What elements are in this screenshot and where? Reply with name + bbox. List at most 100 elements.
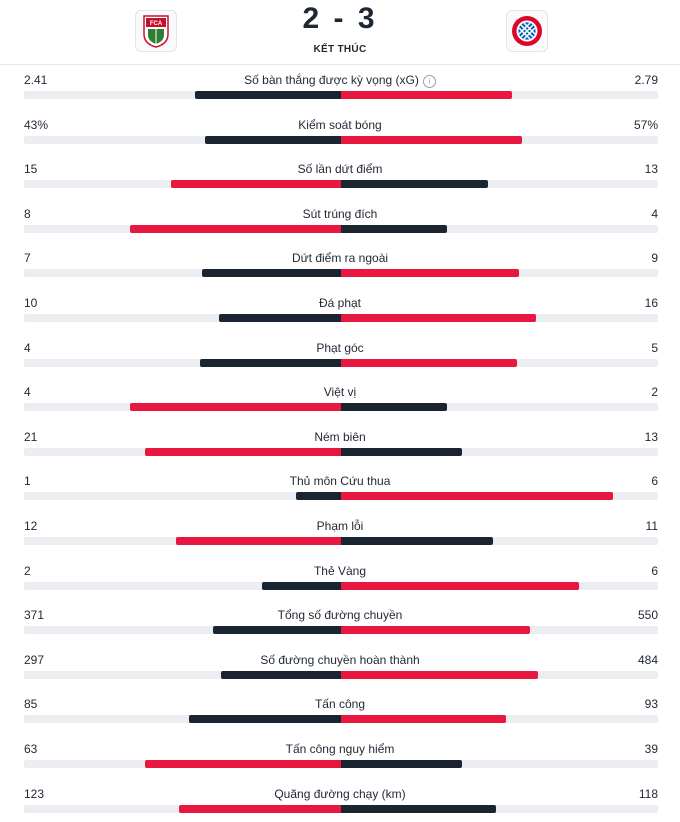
home-stat-bar	[262, 582, 341, 590]
stat-label: Sút trúng đích	[0, 207, 680, 221]
stat-label-text: Việt vị	[324, 385, 356, 399]
stat-label: Phạm lỗi	[0, 519, 680, 533]
away-stat-value: 2.79	[635, 73, 658, 87]
stat-label: Phạt góc	[0, 341, 680, 355]
stat-label-text: Thủ môn Cứu thua	[290, 474, 391, 488]
stat-label: Thẻ Vàng	[0, 564, 680, 578]
away-stat-value: 550	[638, 608, 658, 622]
stat-label: Tấn công nguy hiểm	[0, 742, 680, 756]
away-stat-bar	[341, 225, 447, 233]
away-stat-bar	[341, 180, 488, 188]
away-stat-bar	[341, 448, 462, 456]
stat-label-text: Tấn công	[315, 697, 365, 711]
away-stat-value: 6	[651, 564, 658, 578]
stat-label-text: Sút trúng đích	[303, 207, 378, 221]
stat-label: Đá phạt	[0, 296, 680, 310]
stat-bar-track	[24, 448, 658, 456]
away-stat-value: 4	[651, 207, 658, 221]
stat-bar-track	[24, 136, 658, 144]
home-stat-bar	[296, 492, 341, 500]
away-stat-value: 11	[646, 519, 658, 533]
stat-bar-track	[24, 269, 658, 277]
stat-label-text: Phạm lỗi	[317, 519, 364, 533]
stat-label-text: Đá phạt	[319, 296, 361, 310]
stat-bar-track	[24, 492, 658, 500]
stat-label-text: Kiểm soát bóng	[298, 118, 381, 132]
info-icon[interactable]: i	[423, 75, 436, 88]
stat-bar-track	[24, 626, 658, 634]
stat-bar-track	[24, 403, 658, 411]
stat-bar-track	[24, 180, 658, 188]
home-stat-bar	[130, 225, 341, 233]
away-stat-value: 13	[645, 430, 658, 444]
stat-bar-track	[24, 359, 658, 367]
stat-label: Việt vị	[0, 385, 680, 399]
stat-bar-track	[24, 671, 658, 679]
stat-label-text: Số lần dứt điểm	[298, 162, 383, 176]
away-stat-bar	[341, 626, 530, 634]
away-stat-value: 93	[645, 697, 658, 711]
stat-label: Thủ môn Cứu thua	[0, 474, 680, 488]
stat-label: Quãng đường chạy (km)	[0, 787, 680, 801]
away-stat-bar	[341, 314, 536, 322]
stat-label-text: Tấn công nguy hiểm	[286, 742, 395, 756]
stat-label-text: Quãng đường chạy (km)	[274, 787, 405, 801]
stat-bar-track	[24, 91, 658, 99]
away-stat-value: 39	[645, 742, 658, 756]
away-stat-bar	[341, 715, 506, 723]
away-stat-value: 57%	[634, 118, 658, 132]
away-stat-bar	[341, 91, 512, 99]
away-stat-value: 5	[651, 341, 658, 355]
away-stat-bar	[341, 492, 613, 500]
stat-label: Số đường chuyền hoàn thành	[0, 653, 680, 667]
stat-bar-track	[24, 314, 658, 322]
home-stat-bar	[145, 760, 341, 768]
home-stat-bar	[179, 805, 341, 813]
match-score: 2 - 3	[0, 2, 680, 36]
stat-label: Tổng số đường chuyền	[0, 608, 680, 622]
stat-label: Ném biên	[0, 430, 680, 444]
stat-label-text: Tổng số đường chuyền	[278, 608, 403, 622]
away-stat-value: 16	[645, 296, 658, 310]
away-stat-bar	[341, 671, 538, 679]
away-stat-value: 484	[638, 653, 658, 667]
home-stat-bar	[221, 671, 341, 679]
away-stat-bar	[341, 582, 579, 590]
away-stat-bar	[341, 269, 519, 277]
home-stat-bar	[171, 180, 341, 188]
stat-label-text: Thẻ Vàng	[314, 564, 366, 578]
bayern-crest-icon	[511, 15, 543, 47]
stat-bar-track	[24, 582, 658, 590]
stat-label-text: Dứt điểm ra ngoài	[292, 251, 388, 265]
home-stat-bar	[176, 537, 341, 545]
stat-label: Kiểm soát bóng	[0, 118, 680, 132]
stat-label-text: Số đường chuyền hoàn thành	[260, 653, 419, 667]
home-stat-bar	[205, 136, 341, 144]
home-stat-bar	[200, 359, 341, 367]
home-stat-bar	[202, 269, 341, 277]
match-status: KẾT THÚC	[0, 44, 680, 55]
away-stat-bar	[341, 537, 493, 545]
away-team-logo[interactable]	[506, 10, 548, 52]
away-stat-value: 6	[651, 474, 658, 488]
stat-label-text: Ném biên	[314, 430, 365, 444]
home-stat-bar	[219, 314, 341, 322]
stat-label: Số lần dứt điểm	[0, 162, 680, 176]
stat-bar-track	[24, 537, 658, 545]
stat-bar-track	[24, 225, 658, 233]
stat-label-text: Phạt góc	[316, 341, 363, 355]
stat-label: Số bàn thắng được kỳ vọng (xG)i	[0, 73, 680, 88]
home-stat-bar	[130, 403, 341, 411]
away-stat-value: 13	[645, 162, 658, 176]
stat-bar-track	[24, 760, 658, 768]
